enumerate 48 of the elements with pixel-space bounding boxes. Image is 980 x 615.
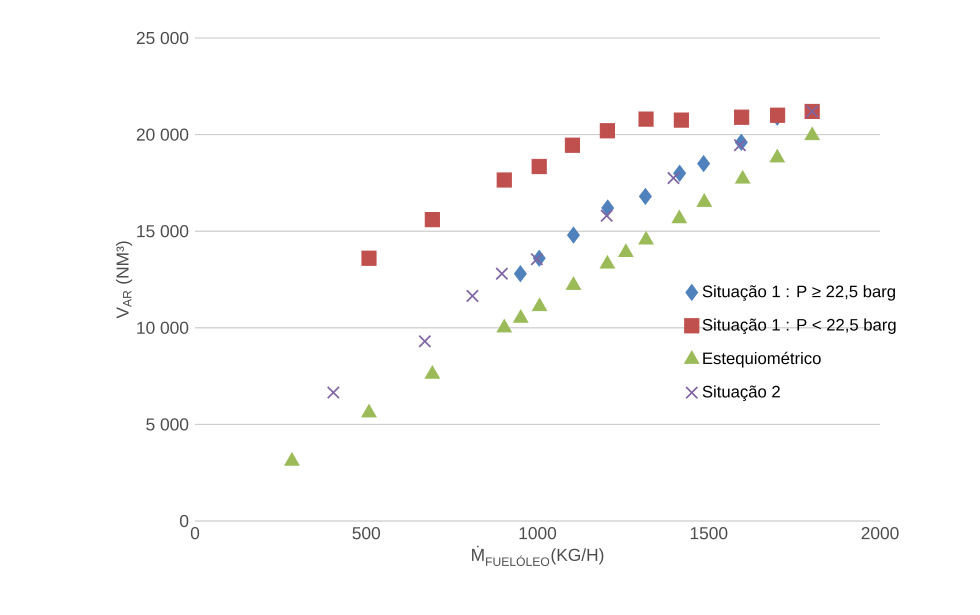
point — [466, 289, 479, 302]
point — [512, 309, 528, 323]
legend-label: Situação 1 : P < 22,5 barg — [702, 318, 896, 334]
point — [514, 265, 527, 282]
point — [496, 172, 512, 188]
point — [532, 158, 547, 174]
point — [361, 404, 377, 418]
point — [418, 334, 432, 348]
x-tick-label: 0 — [190, 527, 200, 540]
legend-label: Situação 2 — [702, 385, 780, 401]
y-tick-label: 25 000 — [136, 32, 188, 44]
point — [734, 110, 750, 125]
point — [600, 123, 615, 138]
point — [600, 209, 614, 222]
y-tick-label: 10 000 — [137, 322, 188, 334]
point — [532, 298, 548, 312]
point — [424, 212, 440, 228]
y-axis-title: V$_{AR}$ (NM³) — [116, 241, 132, 318]
point — [733, 138, 746, 152]
point — [530, 252, 544, 266]
point — [673, 164, 686, 182]
point — [618, 244, 634, 258]
point — [638, 112, 654, 127]
point — [770, 108, 786, 123]
point — [566, 276, 582, 290]
point — [638, 188, 652, 205]
x-tick-label: 1500 — [690, 527, 728, 540]
point — [600, 255, 616, 269]
point — [674, 112, 689, 128]
y-tick-label: 0 — [180, 514, 188, 528]
legend-label: Estequiométrico — [703, 352, 821, 368]
y-tick-label: 15 000 — [137, 225, 188, 238]
point — [284, 452, 300, 466]
legend-label: Situação 1 : P ≥ 22,5 barg — [702, 285, 895, 301]
point — [697, 155, 710, 172]
point — [424, 365, 440, 379]
point — [495, 267, 508, 280]
y-tick-label: 5 000 — [146, 418, 188, 431]
x-axis-title: Ṁ$_{FUELÓLEO}$(KG/H) — [472, 546, 604, 566]
x-tick-label: 500 — [352, 527, 380, 540]
x-tick-label: 2000 — [862, 527, 899, 540]
point — [361, 250, 377, 266]
point — [564, 138, 580, 153]
point — [567, 226, 580, 244]
point — [666, 172, 680, 185]
y-tick-label: 20 000 — [136, 128, 188, 141]
x-tick-label: 1000 — [520, 527, 556, 540]
point — [496, 318, 512, 332]
